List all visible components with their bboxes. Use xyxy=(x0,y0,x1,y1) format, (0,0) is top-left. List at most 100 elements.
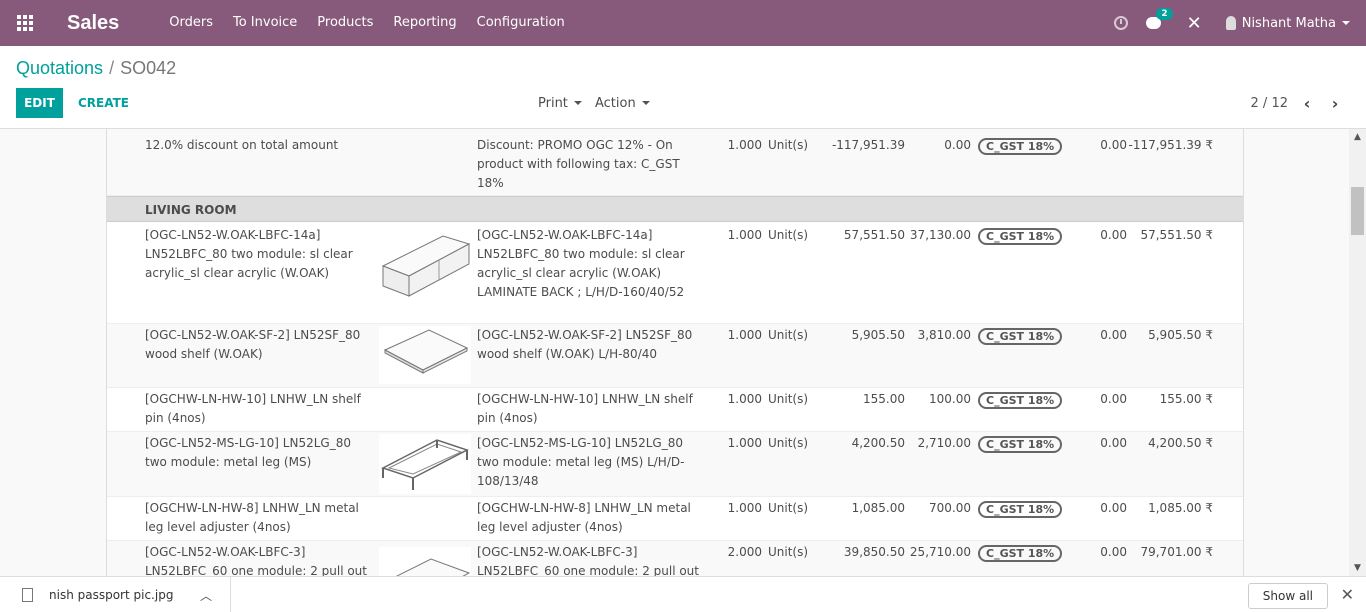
menu-reporting[interactable]: Reporting xyxy=(393,15,457,30)
pager-previous-icon[interactable]: ‹ xyxy=(1303,93,1311,113)
debug-tools-icon[interactable]: ✕ xyxy=(1186,12,1202,34)
line-cost: 2,710.00 xyxy=(917,436,971,450)
line-qty: 1.000 xyxy=(727,392,762,406)
scrollbar-thumb[interactable] xyxy=(1351,187,1364,235)
menu-configuration[interactable]: Configuration xyxy=(476,15,565,30)
chevron-up-icon[interactable]: ︿ xyxy=(200,589,213,603)
menu-products[interactable]: Products xyxy=(317,15,374,30)
table-row[interactable]: [OGC-LN52-MS-LG-10] LN52LG_80 two module… xyxy=(107,432,1243,497)
menu-orders[interactable]: Orders xyxy=(169,15,213,30)
line-qty: 1.000 xyxy=(727,501,762,515)
line-description: [OGCHW-LN-HW-10] LNHW_LN shelf pin (4nos… xyxy=(477,392,693,425)
line-uom: Unit(s) xyxy=(768,392,809,406)
line-uom: Unit(s) xyxy=(768,138,809,152)
line-subtotal: -117,951.39 ₹ xyxy=(1128,138,1214,152)
line-qty: 1.000 xyxy=(727,228,762,242)
close-icon[interactable]: ✕ xyxy=(1340,585,1354,604)
line-uom: Unit(s) xyxy=(768,501,809,515)
table-row[interactable]: [OGC-LN52-W.OAK-LBFC-3] LN52LBFC_60 one … xyxy=(107,541,1243,576)
user-menu[interactable]: Nishant Matha xyxy=(1241,15,1336,31)
user-caret-icon[interactable] xyxy=(1342,21,1350,25)
line-price: 155.00 xyxy=(863,392,905,406)
tax-badge: C_GST 18% xyxy=(978,545,1063,562)
line-discount: 0.00 xyxy=(1100,392,1127,406)
line-discount: 0.00 xyxy=(1100,228,1127,242)
line-price: -117,951.39 xyxy=(831,138,905,152)
line-qty: 2.000 xyxy=(727,545,762,559)
line-description: [OGC-LN52-MS-LG-10] LN52LG_80 two module… xyxy=(477,436,685,488)
caret-down-icon xyxy=(641,101,650,105)
tax-badge: C_GST 18% xyxy=(978,436,1063,453)
line-cost: 3,810.00 xyxy=(917,328,971,342)
vertical-scrollbar[interactable]: ▲ ▼ xyxy=(1349,129,1366,576)
product-image-shelf xyxy=(379,326,471,384)
menu-to-invoice[interactable]: To Invoice xyxy=(232,15,298,30)
main-menu: Orders To Invoice Products Reporting Con… xyxy=(159,0,575,46)
line-subtotal: 5,905.50 ₹ xyxy=(1148,328,1213,342)
download-file-name: nish passport pic.jpg xyxy=(49,588,174,602)
download-bar: nish passport pic.jpg ︿ Show all ✕ xyxy=(0,576,1366,612)
activity-clock-icon[interactable] xyxy=(1113,16,1128,30)
line-discount: 0.00 xyxy=(1100,545,1127,559)
product-image-metal-leg xyxy=(379,434,471,494)
table-row[interactable]: [OGC-LN52-W.OAK-LBFC-14a] LN52LBFC_80 tw… xyxy=(107,222,1243,324)
scroll-down-icon[interactable]: ▼ xyxy=(1354,563,1361,573)
print-label: Print xyxy=(538,95,568,111)
line-discount: 0.00 xyxy=(1100,436,1127,450)
table-row[interactable]: [OGCHW-LN-HW-8] LNHW_LN metal leg level … xyxy=(107,497,1243,541)
line-uom: Unit(s) xyxy=(768,228,809,242)
line-subtotal: 4,200.50 ₹ xyxy=(1148,436,1213,450)
line-uom: Unit(s) xyxy=(768,545,809,559)
create-button[interactable]: CREATE xyxy=(78,96,129,110)
tax-badge: C_GST 18% xyxy=(978,328,1063,345)
user-avatar-icon[interactable] xyxy=(1225,16,1236,30)
download-item[interactable]: nish passport pic.jpg ︿ xyxy=(0,577,231,612)
control-panel: Quotations / SO042 EDIT CREATE Print Actio… xyxy=(0,46,1366,129)
line-subtotal: 1,085.00 ₹ xyxy=(1148,501,1213,515)
table-row[interactable]: 12.0% discount on total amount Discount:… xyxy=(107,129,1243,196)
tax-badge: C_GST 18% xyxy=(978,392,1063,409)
messages-badge: 2 xyxy=(1156,8,1173,20)
line-discount: 0.00 xyxy=(1100,501,1127,515)
line-uom: Unit(s) xyxy=(768,436,809,450)
section-row[interactable]: LIVING ROOM xyxy=(107,196,1243,222)
line-product: [OGC-LN52-W.OAK-LBFC-14a] LN52LBFC_80 tw… xyxy=(145,228,353,280)
line-subtotal: 57,551.50 ₹ xyxy=(1140,228,1213,242)
line-product: 12.0% discount on total amount xyxy=(145,138,339,152)
navbar-systray: 2 ✕ Nishant Matha xyxy=(1113,0,1366,46)
product-image-cabinet xyxy=(379,226,471,299)
tax-badge: C_GST 18% xyxy=(978,501,1063,518)
line-product: [OGCHW-LN-HW-8] LNHW_LN metal leg level … xyxy=(145,501,359,534)
line-product: [OGC-LN52-W.OAK-SF-2] LN52SF_80 wood she… xyxy=(145,328,361,361)
caret-down-icon xyxy=(573,101,582,105)
line-subtotal: 155.00 ₹ xyxy=(1159,392,1213,406)
breadcrumb-separator: / xyxy=(109,58,115,78)
line-qty: 1.000 xyxy=(727,436,762,450)
show-all-button[interactable]: Show all xyxy=(1247,583,1328,609)
tax-badge: C_GST 18% xyxy=(978,138,1063,155)
pager-value[interactable]: 2 / 12 xyxy=(1250,95,1288,111)
messages-icon[interactable]: 2 xyxy=(1145,8,1173,29)
line-qty: 1.000 xyxy=(727,138,762,152)
edit-button[interactable]: EDIT xyxy=(16,88,63,118)
line-description: [OGCHW-LN-HW-8] LNHW_LN metal leg level … xyxy=(477,501,691,534)
line-cost: 37,130.00 xyxy=(909,228,971,242)
scroll-up-icon[interactable]: ▲ xyxy=(1354,132,1361,142)
section-title: LIVING ROOM xyxy=(145,203,237,217)
table-row[interactable]: [OGCHW-LN-HW-10] LNHW_LN shelf pin (4nos… xyxy=(107,388,1243,432)
line-cost: 0.00 xyxy=(944,138,971,152)
breadcrumb-current: SO042 xyxy=(120,58,177,78)
top-navbar: Sales Orders To Invoice Products Reporti… xyxy=(0,0,1366,46)
action-dropdown[interactable]: Action xyxy=(595,88,650,118)
line-cost: 25,710.00 xyxy=(909,545,971,559)
apps-menu-icon[interactable] xyxy=(0,0,50,46)
breadcrumb-quotations[interactable]: Quotations xyxy=(16,58,104,78)
table-row[interactable]: [OGC-LN52-W.OAK-SF-2] LN52SF_80 wood she… xyxy=(107,324,1243,388)
line-uom: Unit(s) xyxy=(768,328,809,342)
product-image-cabinet-2 xyxy=(379,547,471,576)
line-cost: 700.00 xyxy=(929,501,971,515)
line-description: [OGC-LN52-W.OAK-LBFC-3] LN52LBFC_60 one … xyxy=(477,545,699,576)
print-dropdown[interactable]: Print xyxy=(538,88,582,118)
pager-next-icon[interactable]: › xyxy=(1331,93,1339,113)
tax-badge: C_GST 18% xyxy=(978,228,1063,245)
